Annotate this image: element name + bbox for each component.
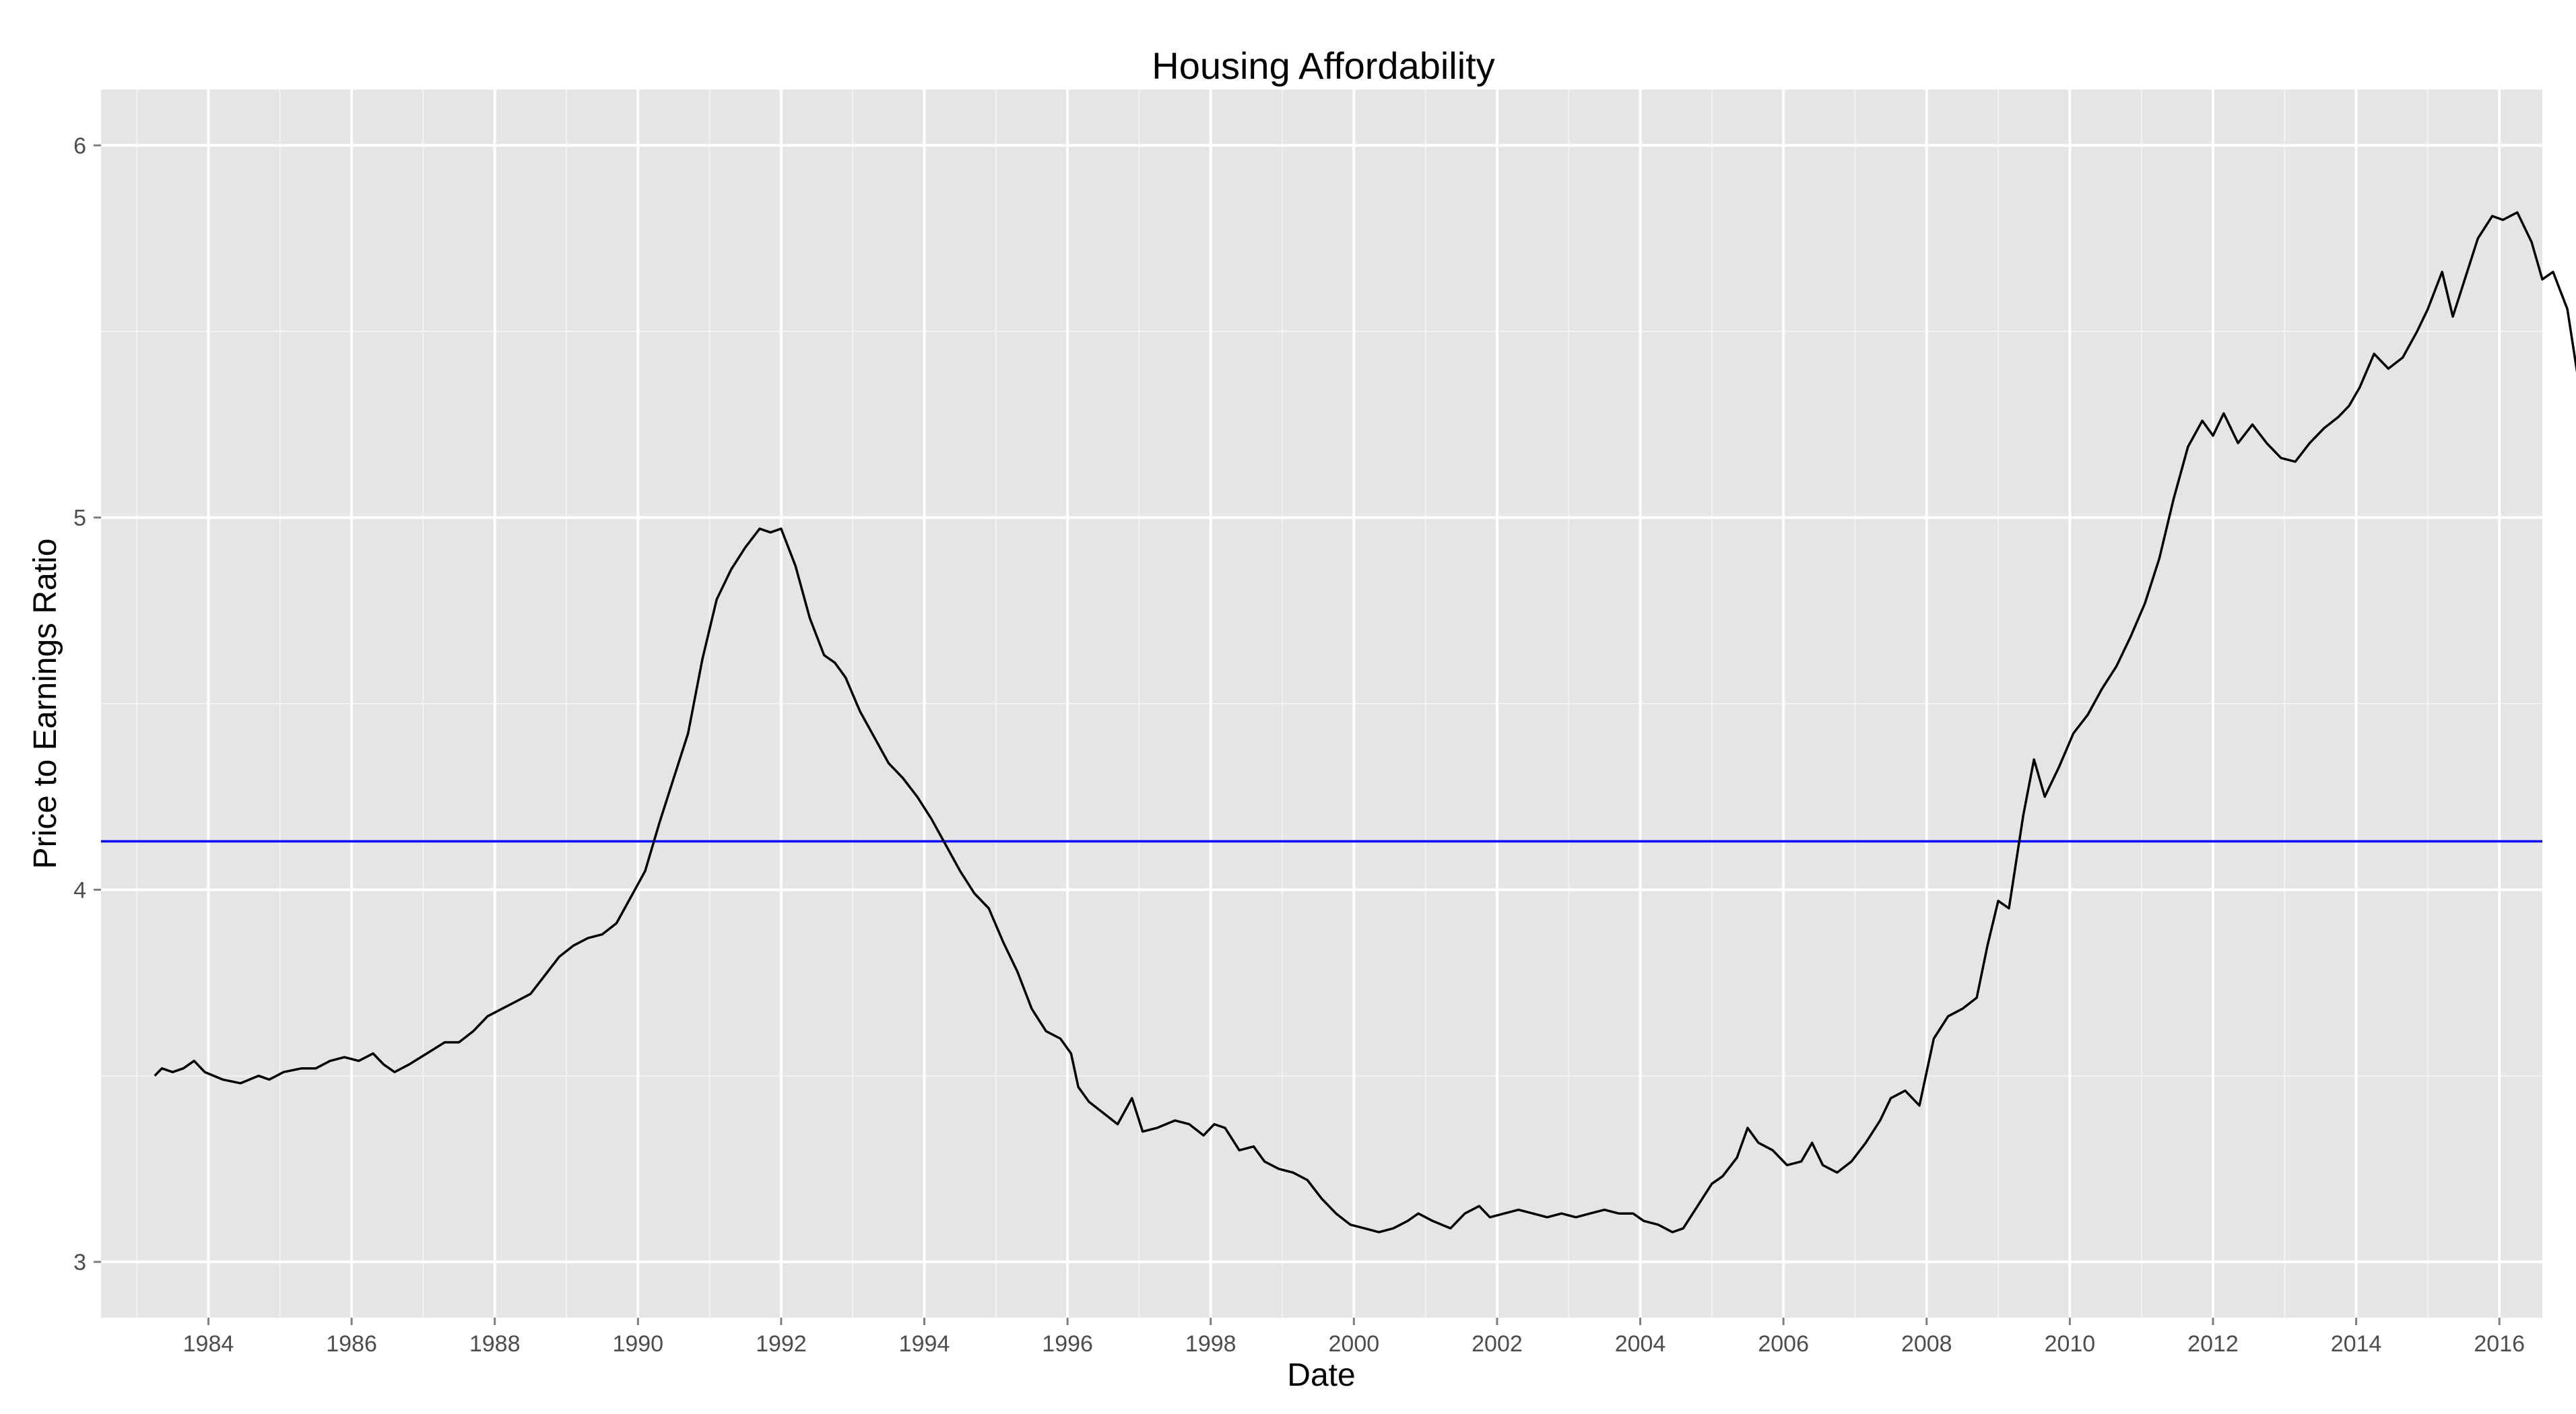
- x-tick-label: 2006: [1758, 1331, 1809, 1357]
- x-axis-ticks: 1984 1986 1988 1990 1992 1994 1996 1998 2000 2002…: [183, 1318, 2525, 1357]
- y-tick-label: 4: [73, 877, 86, 903]
- x-tick-label: 2010: [2045, 1331, 2096, 1357]
- x-tick-label: 1996: [1042, 1331, 1093, 1357]
- x-tick-label: 2014: [2331, 1331, 2382, 1357]
- y-tick-label: 3: [73, 1250, 86, 1275]
- chart-title: Housing Affordability: [1152, 44, 1495, 87]
- x-tick-label: 1990: [612, 1331, 663, 1357]
- x-tick-label: 1988: [469, 1331, 521, 1357]
- minor-gridlines: [101, 90, 2542, 1318]
- x-tick-label: 2012: [2187, 1331, 2239, 1357]
- x-tick-label: 1998: [1185, 1331, 1236, 1357]
- x-tick-label: 2002: [1472, 1331, 1523, 1357]
- x-tick-label: 1986: [326, 1331, 377, 1357]
- x-tick-label: 2004: [1615, 1331, 1666, 1357]
- major-gridlines: [101, 90, 2542, 1318]
- y-axis-title: Price to Earnings Ratio: [28, 539, 63, 869]
- x-axis-title: Date: [1287, 1357, 1355, 1393]
- x-tick-label: 2000: [1329, 1331, 1380, 1357]
- data-series: [154, 211, 2576, 1234]
- x-tick-label: 1994: [899, 1331, 950, 1357]
- x-tick-label: 1992: [756, 1331, 807, 1357]
- y-tick-label: 5: [73, 506, 86, 531]
- x-tick-label: 1984: [183, 1331, 234, 1357]
- y-axis-ticks: 3 4 5 6: [73, 133, 101, 1275]
- series-line: [154, 211, 2576, 1234]
- y-tick-label: 6: [73, 133, 86, 159]
- x-tick-label: 2008: [1901, 1331, 1952, 1357]
- x-tick-label: 2016: [2474, 1331, 2525, 1357]
